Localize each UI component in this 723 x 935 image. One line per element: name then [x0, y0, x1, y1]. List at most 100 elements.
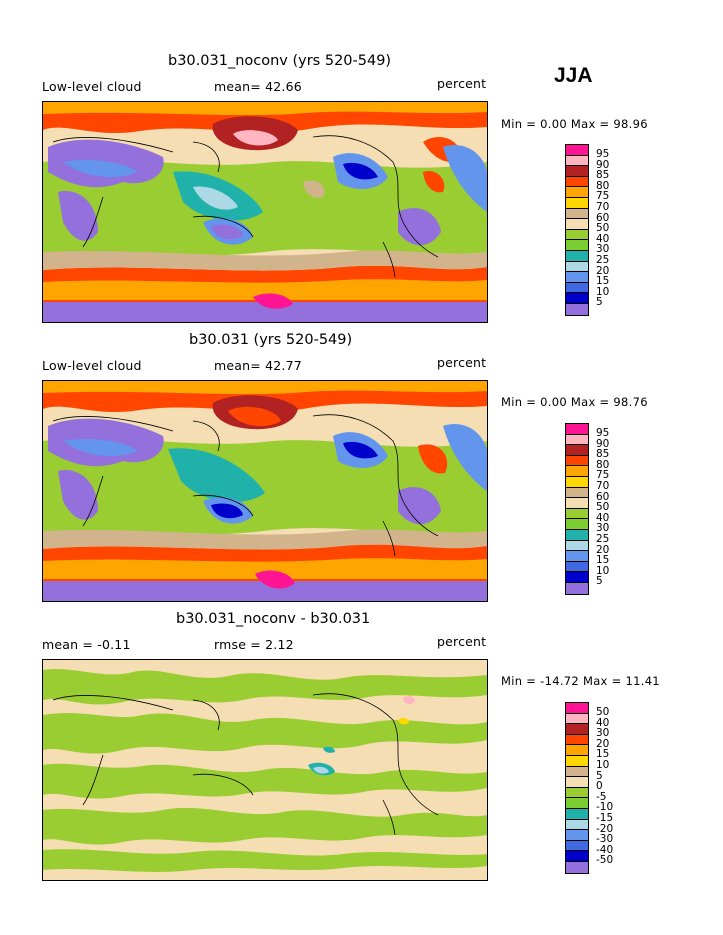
colorbar-label: 30: [596, 522, 610, 535]
panel2-cloud-field: [43, 381, 487, 601]
colorbar-swatch: [566, 777, 588, 788]
colorbar-label: 50: [596, 501, 610, 514]
panel2-map: [42, 380, 488, 602]
colorbar-swatch: [566, 293, 588, 304]
colorbar-label: 85: [596, 448, 610, 461]
colorbar-swatch: [566, 561, 588, 573]
colorbar-swatch: [566, 830, 588, 841]
colorbar-swatch: [566, 755, 588, 767]
colorbar-label: 60: [596, 211, 610, 224]
colorbar-swatch: [566, 487, 588, 499]
panel3-units: percent: [437, 634, 487, 649]
panel2-min-max: Min = 0.00 Max = 98.76: [501, 395, 648, 409]
colorbar-label: 20: [596, 264, 610, 277]
colorbar-swatch: [566, 145, 588, 156]
panel2-variable-label: Low-level cloud: [42, 358, 142, 373]
colorbar-swatch: [566, 540, 588, 552]
colorbar-label: 80: [596, 179, 610, 192]
colorbar-label: -40: [596, 843, 614, 856]
panel1-variable-label: Low-level cloud: [42, 79, 142, 94]
colorbar-label: 15: [596, 748, 610, 761]
colorbar-label: 40: [596, 511, 610, 524]
colorbar-swatch: [566, 229, 588, 241]
colorbar-swatch: [566, 282, 588, 294]
colorbar-swatch: [566, 272, 588, 283]
colorbar-swatch: [566, 197, 588, 209]
colorbar-swatch: [566, 798, 588, 809]
colorbar-swatch: [566, 851, 588, 862]
colorbar-swatch: [566, 476, 588, 488]
colorbar-swatch: [566, 745, 588, 756]
colorbar-label: -5: [596, 790, 607, 803]
panel3-colorbar: [565, 702, 589, 874]
panel1-map: [42, 101, 488, 323]
panel2-title: b30.031 (yrs 520-549): [189, 332, 353, 348]
colorbar-swatch: [566, 208, 588, 220]
colorbar-swatch: [566, 498, 588, 509]
colorbar-swatch: [566, 808, 588, 820]
colorbar-swatch: [566, 861, 588, 873]
colorbar-swatch: [566, 466, 588, 477]
colorbar-label: 80: [596, 458, 610, 471]
colorbar-swatch: [566, 261, 588, 273]
colorbar-label: 85: [596, 169, 610, 182]
colorbar-swatch: [566, 572, 588, 583]
colorbar-label: 95: [596, 427, 610, 439]
panel1-title: b30.031_noconv (yrs 520-549): [168, 53, 392, 69]
colorbar-label: -30: [596, 833, 614, 846]
colorbar-swatch: [566, 840, 588, 852]
colorbar-swatch: [566, 713, 588, 725]
colorbar-label: 60: [596, 490, 610, 503]
panel3-title: b30.031_noconv - b30.031: [176, 611, 371, 627]
colorbar-label: 75: [596, 469, 610, 482]
panel2-mean: mean= 42.77: [214, 358, 302, 373]
colorbar-label: 5: [596, 769, 603, 782]
colorbar-label: 90: [596, 437, 610, 450]
colorbar-label: 20: [596, 737, 610, 750]
season-label: JJA: [554, 64, 593, 87]
colorbar-label: 40: [596, 232, 610, 245]
colorbar-label: -20: [596, 822, 614, 835]
colorbar-swatch: [566, 724, 588, 735]
colorbar-label: 90: [596, 158, 610, 171]
colorbar-label: 5: [596, 575, 603, 588]
colorbar-label: 15: [596, 275, 610, 288]
colorbar-label: 95: [596, 148, 610, 160]
colorbar-swatch: [566, 434, 588, 446]
colorbar-label: 10: [596, 759, 610, 771]
colorbar-swatch: [566, 445, 588, 456]
colorbar-label: 30: [596, 243, 610, 256]
colorbar-swatch: [566, 303, 588, 315]
colorbar-label: 10: [596, 564, 610, 577]
colorbar-swatch: [566, 819, 588, 831]
panel3-min-max: Min = -14.72 Max = 11.41: [501, 674, 660, 688]
colorbar-swatch: [566, 529, 588, 541]
panel1-units: percent: [437, 76, 487, 91]
colorbar-swatch: [566, 734, 588, 746]
colorbar-swatch: [566, 187, 588, 198]
colorbar-label: 5: [596, 296, 603, 309]
colorbar-swatch: [566, 766, 588, 778]
panel2-units: percent: [437, 355, 487, 370]
panel1-cloud-field: [43, 102, 487, 322]
colorbar-label: -50: [596, 854, 614, 867]
colorbar-label: 50: [596, 222, 610, 235]
colorbar-label: 10: [596, 285, 610, 298]
colorbar-swatch: [566, 424, 588, 435]
panel3-rmse: rmse = 2.12: [214, 637, 294, 652]
panel1-min-max: Min = 0.00 Max = 98.96: [501, 117, 648, 131]
colorbar-swatch: [566, 508, 588, 520]
colorbar-label: 0: [596, 780, 603, 793]
colorbar-label: 20: [596, 543, 610, 556]
colorbar-label: 15: [596, 554, 610, 567]
colorbar-label: 50: [596, 706, 610, 718]
colorbar-swatch: [566, 551, 588, 562]
colorbar-label: 70: [596, 480, 610, 492]
colorbar-label: 40: [596, 716, 610, 729]
colorbar-swatch: [566, 787, 588, 799]
colorbar-swatch: [566, 582, 588, 594]
colorbar-swatch: [566, 703, 588, 714]
colorbar-label: 30: [596, 727, 610, 740]
colorbar-label: 75: [596, 190, 610, 203]
colorbar-swatch: [566, 240, 588, 251]
